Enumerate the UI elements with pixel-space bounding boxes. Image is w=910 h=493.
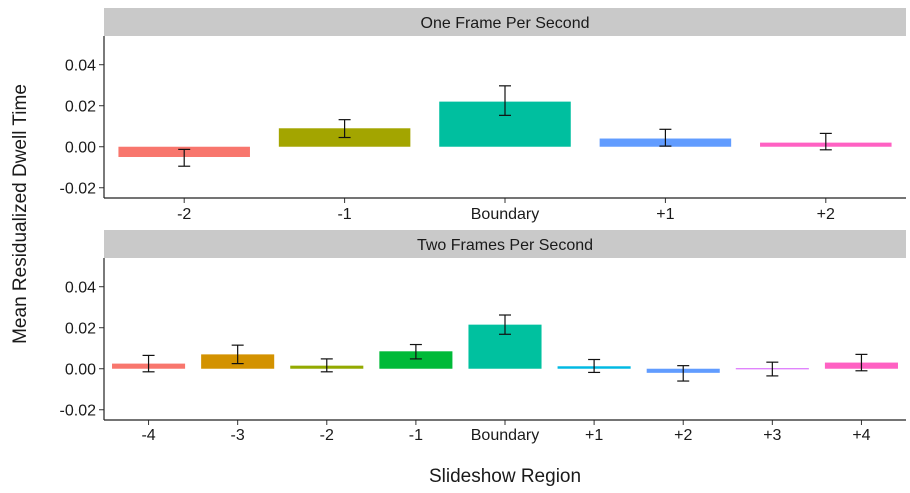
x-tick-label: +1	[585, 427, 603, 444]
x-tick-label: -3	[231, 427, 245, 444]
panel-title: One Frame Per Second	[421, 15, 590, 32]
x-tick-label: Boundary	[471, 427, 540, 444]
y-tick-label: 0.02	[65, 99, 96, 116]
x-axis-title: Slideshow Region	[429, 466, 581, 487]
panel-title: Two Frames Per Second	[417, 237, 593, 254]
y-tick-label: 0.00	[65, 362, 96, 379]
x-tick-label: -1	[409, 427, 423, 444]
y-tick-label: 0.00	[65, 140, 96, 157]
panel-2: Two Frames Per Second 0.04 0.02 0.00 -0.02 -4…	[60, 230, 906, 444]
x-tick-label: -2	[320, 427, 334, 444]
x-tick-label: +2	[817, 206, 835, 223]
x-tick-label: -2	[177, 206, 191, 223]
y-axis-title: Mean Residualized Dwell Time	[10, 84, 31, 344]
y-tick-label: -0.02	[60, 403, 97, 420]
panel-1: One Frame Per Second 0.04 0.02 0.00 -0.02 -2 -…	[60, 8, 906, 223]
x-tick-label: Boundary	[471, 206, 540, 223]
x-tick-label: +1	[656, 206, 674, 223]
panel-strip	[104, 8, 906, 36]
panel-strip	[104, 230, 906, 258]
x-tick-label: +3	[763, 427, 781, 444]
y-tick-label: 0.04	[65, 280, 96, 297]
x-tick-label: -4	[141, 427, 155, 444]
bar	[379, 351, 453, 369]
x-tick-label: +4	[852, 427, 870, 444]
x-tick-label: -1	[337, 206, 351, 223]
y-tick-label: 0.04	[65, 58, 96, 75]
y-tick-label: -0.02	[60, 181, 97, 198]
y-tick-label: 0.02	[65, 321, 96, 338]
x-tick-label: +2	[674, 427, 692, 444]
